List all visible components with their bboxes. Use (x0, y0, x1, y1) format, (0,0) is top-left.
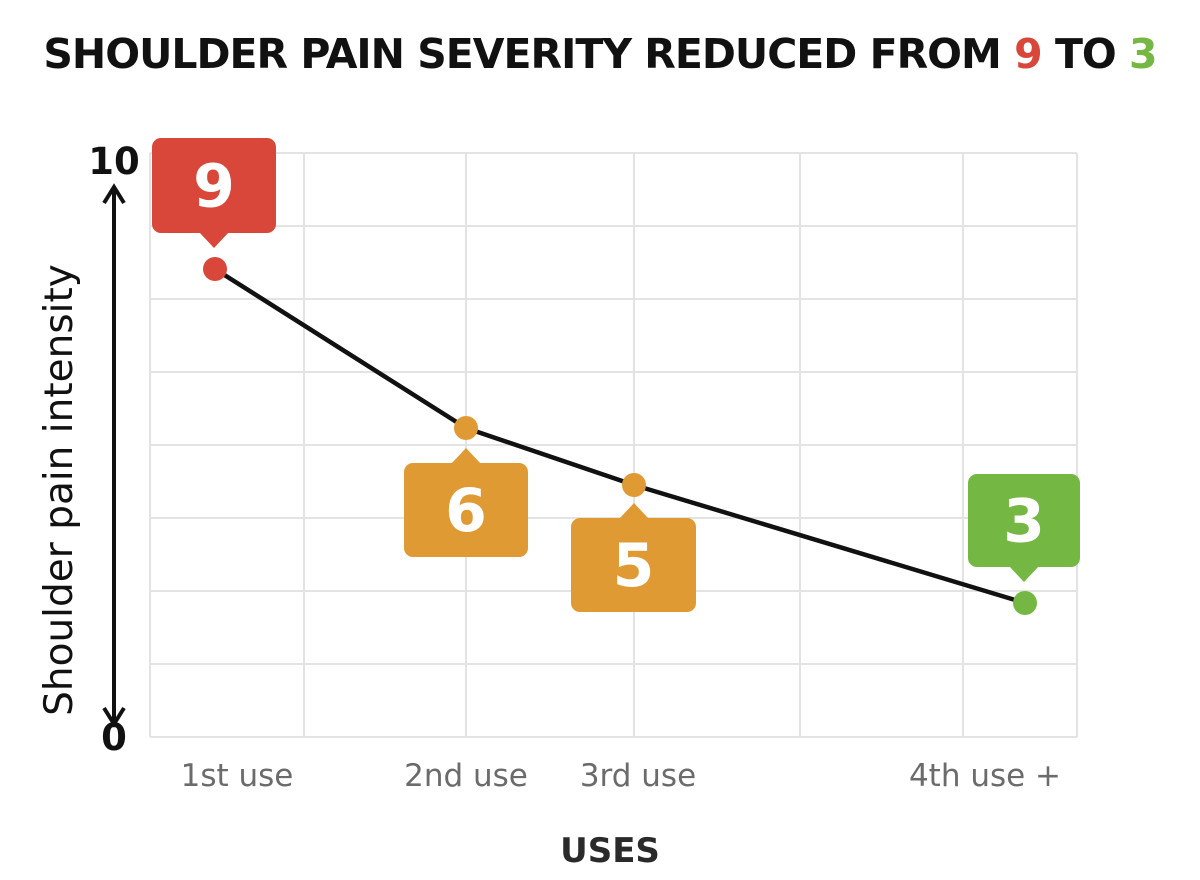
x-axis-label: USES (560, 831, 660, 871)
callout-pointer (1009, 566, 1039, 582)
y-axis-arrowhead-up (102, 183, 126, 205)
callout-box (404, 463, 528, 557)
data-point (203, 257, 227, 281)
y-axis-arrowhead-down (102, 706, 126, 728)
data-point (622, 473, 646, 497)
data-label: 6 (445, 476, 487, 546)
callout-pointer (619, 503, 649, 519)
data-label-group: 9 6 5 3 (152, 138, 1080, 612)
data-point (1013, 591, 1037, 615)
chart-grid (149, 152, 1078, 738)
series-line (213, 267, 1026, 606)
x-tick-label: 4th use + (909, 758, 1061, 794)
y-tick-label: 0 (101, 716, 127, 759)
title-prefix: SHOULDER PAIN SEVERITY REDUCED FROM (43, 30, 1001, 78)
callout-box (152, 138, 276, 233)
y-axis-label: Shoulder pain intensity (37, 264, 82, 716)
y-tick-label: 10 (88, 140, 140, 183)
callout-pointer (199, 232, 229, 248)
x-tick-label: 3rd use (580, 758, 696, 794)
title-from-value: 9 (1014, 30, 1043, 78)
title-to-value: 3 (1129, 30, 1158, 78)
series-line-group (203, 257, 1037, 615)
x-tick-label: 2nd use (404, 758, 528, 794)
chart-title: SHOULDER PAIN SEVERITY REDUCED FROM 9 TO… (0, 30, 1200, 78)
callout-box (571, 518, 696, 612)
callout-pointer (451, 448, 481, 464)
data-label-callout: 3 (968, 474, 1080, 582)
data-label-callout: 5 (571, 503, 696, 612)
data-point (454, 416, 478, 440)
data-label: 9 (193, 152, 235, 222)
x-tick-label: 1st use (181, 758, 294, 794)
x-tick-group: 1st use 2nd use 3rd use 4th use + (181, 758, 1061, 794)
title-connector: TO (1054, 30, 1117, 78)
data-label: 3 (1003, 487, 1045, 557)
y-axis: 0 10 (88, 140, 140, 759)
callout-box (968, 474, 1080, 567)
data-label-callout: 9 (152, 138, 276, 248)
data-label: 5 (613, 531, 655, 601)
data-label-callout: 6 (404, 448, 528, 557)
